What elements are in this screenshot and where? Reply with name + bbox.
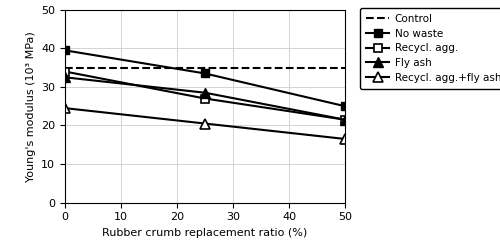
- Y-axis label: Young's modulus (10³ MPa): Young's modulus (10³ MPa): [26, 31, 36, 182]
- X-axis label: Rubber crumb replacement ratio (%): Rubber crumb replacement ratio (%): [102, 228, 308, 238]
- Legend: Control, No waste, Recycl. agg., Fly ash, Recycl. agg.+fly ash: Control, No waste, Recycl. agg., Fly ash…: [360, 8, 500, 89]
